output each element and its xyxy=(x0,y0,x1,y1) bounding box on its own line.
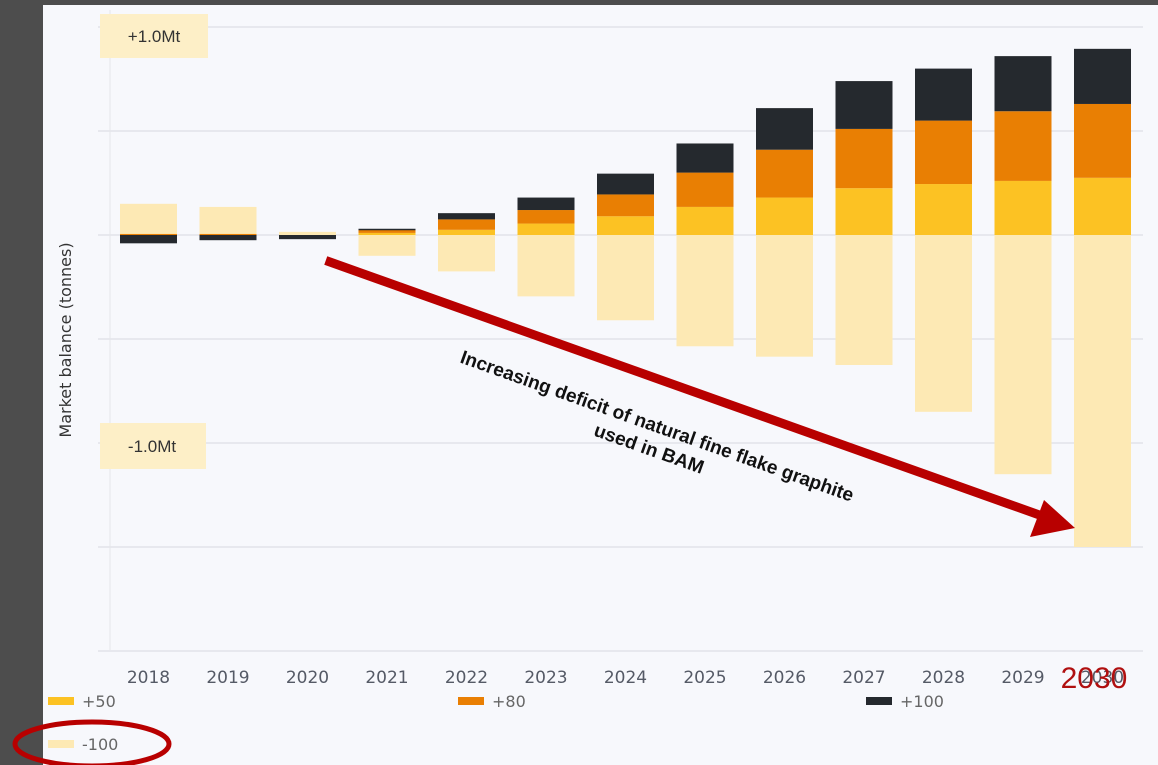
bar-plus100-2025 xyxy=(676,143,734,173)
bar-minus100-2020 xyxy=(279,231,336,235)
bar-plus100-2027 xyxy=(835,81,893,129)
legend-highlight-ellipse xyxy=(12,719,172,765)
x-tick-2029: 2029 xyxy=(1001,668,1044,688)
bar-plus80-2023 xyxy=(517,210,575,224)
bar-plus80-2030 xyxy=(1074,103,1131,178)
x-tick-2022: 2022 xyxy=(445,668,488,688)
bar-plus50-2025 xyxy=(676,206,734,235)
legend-swatch--100 xyxy=(48,740,74,748)
y-axis-title: Market balance (tonnes) xyxy=(56,242,75,437)
legend-swatch-+50 xyxy=(48,697,74,705)
bar-minus100-2022 xyxy=(438,235,495,272)
bar-plus50-2024 xyxy=(597,216,654,235)
bar-plus100-2021 xyxy=(358,228,416,231)
label-box-plus xyxy=(100,14,208,58)
bar-plus50-2029 xyxy=(994,180,1052,235)
bar-minus100-2018 xyxy=(120,203,177,235)
x-tick-2024: 2024 xyxy=(604,668,647,688)
gridlines xyxy=(98,10,1143,652)
bar-minus100-2026 xyxy=(756,235,813,357)
legend-swatch-+100 xyxy=(866,697,892,705)
bar-minus100-2025 xyxy=(676,235,734,347)
bar-minus100-2023 xyxy=(517,235,575,297)
bar-plus100-2023 xyxy=(517,197,575,211)
x-tick-2020: 2020 xyxy=(286,668,329,688)
x-tick-2028: 2028 xyxy=(922,668,965,688)
label-minus-1mt: -1.0Mt xyxy=(128,437,176,456)
bar-minus100-2019 xyxy=(199,206,257,235)
bar-minus100-2021 xyxy=(358,235,416,256)
label-plus-1mt: +1.0Mt xyxy=(128,27,181,46)
bar-plus100-2026 xyxy=(756,108,813,150)
bar-plus80-2022 xyxy=(438,219,495,230)
bar-plus50-2030 xyxy=(1074,177,1131,235)
bar-plus80-2028 xyxy=(915,120,972,185)
bar-plus80-2019 xyxy=(199,233,257,236)
bar-plus50-2023 xyxy=(517,223,575,235)
x-tick-2030: 2030 xyxy=(1081,668,1124,688)
bar-minus100-2030 xyxy=(1074,235,1131,547)
bar-plus80-2018 xyxy=(120,233,177,236)
bar-plus100-2020 xyxy=(279,235,336,240)
chart-panel xyxy=(43,5,1158,765)
x-tick-2027: 2027 xyxy=(842,668,885,688)
x-tick-2026: 2026 xyxy=(763,668,806,688)
bar-stacks xyxy=(120,48,1131,547)
bar-plus80-2029 xyxy=(994,111,1052,181)
bar-plus80-2024 xyxy=(597,194,654,217)
x-tick-2018: 2018 xyxy=(127,668,170,688)
bar-plus100-2019 xyxy=(199,235,257,241)
bar-plus80-2021 xyxy=(358,229,416,233)
bar-plus50-2028 xyxy=(915,184,972,235)
deficit-arrow xyxy=(324,256,1075,537)
x-tick-2023: 2023 xyxy=(524,668,567,688)
bar-minus100-2024 xyxy=(597,235,654,321)
legend-label-+50: +50 xyxy=(82,692,116,711)
x-tick-2021: 2021 xyxy=(365,668,408,688)
bar-plus80-2026 xyxy=(756,149,813,198)
x-tick-2019: 2019 xyxy=(206,668,249,688)
bar-plus100-2018 xyxy=(120,235,177,244)
highlight-year-label: 2030 xyxy=(1061,662,1128,695)
bar-minus100-2027 xyxy=(835,235,893,365)
bar-plus50-2027 xyxy=(835,188,893,235)
x-tick-labels: 2018 2019 2020 2021 2022 2023 2024 2025 2026 2027… xyxy=(127,668,1124,688)
bar-plus50-2021 xyxy=(358,232,416,235)
bar-minus100-2028 xyxy=(915,235,972,412)
legend-swatch-+80 xyxy=(458,697,484,705)
legend-label--100: -100 xyxy=(82,735,118,754)
bar-plus50-2022 xyxy=(438,229,495,235)
label-box-minus xyxy=(100,423,206,469)
legend-label-+80: +80 xyxy=(492,692,526,711)
legend: +50 +80 +100 -100 xyxy=(48,692,944,754)
x-tick-2025: 2025 xyxy=(683,668,726,688)
bar-minus100-2029 xyxy=(994,235,1052,475)
bar-plus80-2027 xyxy=(835,128,893,189)
bar-plus100-2030 xyxy=(1074,48,1131,104)
bar-plus80-2025 xyxy=(676,172,734,207)
bar-plus50-2026 xyxy=(756,197,813,235)
bar-plus100-2028 xyxy=(915,68,972,121)
bar-plus100-2024 xyxy=(597,173,654,195)
bar-plus100-2029 xyxy=(994,56,1052,112)
bar-plus100-2022 xyxy=(438,213,495,220)
legend-label-+100: +100 xyxy=(900,692,944,711)
